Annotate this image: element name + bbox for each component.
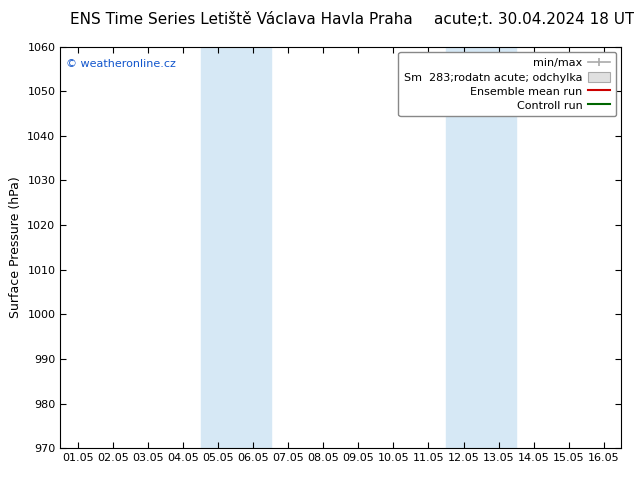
Text: acute;t. 30.04.2024 18 UTC: acute;t. 30.04.2024 18 UTC — [434, 12, 634, 27]
Legend: min/max, Sm  283;rodatn acute; odchylka, Ensemble mean run, Controll run: min/max, Sm 283;rodatn acute; odchylka, … — [398, 52, 616, 116]
Text: © weatheronline.cz: © weatheronline.cz — [66, 59, 176, 69]
Bar — [200, 47, 271, 448]
Bar — [446, 47, 516, 448]
Text: ENS Time Series Letiště Václava Havla Praha: ENS Time Series Letiště Václava Havla Pr… — [70, 12, 412, 27]
Y-axis label: Surface Pressure (hPa): Surface Pressure (hPa) — [9, 176, 22, 318]
